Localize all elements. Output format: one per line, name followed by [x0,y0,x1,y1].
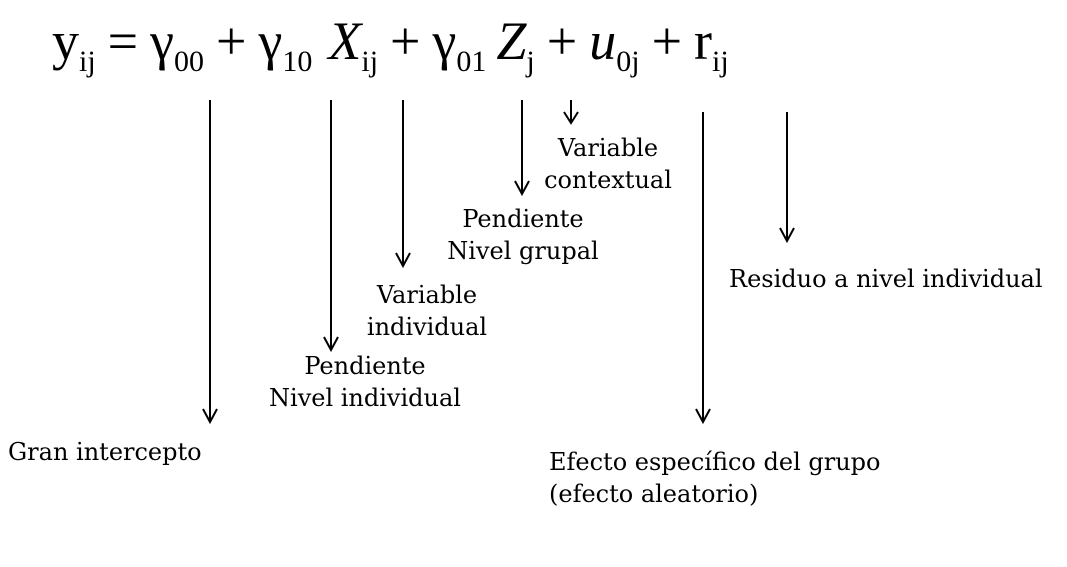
term-x-base: X [328,11,362,71]
term-gamma10-subscript: 10 [282,45,313,78]
label-residuo: Residuo a nivel individual [729,263,1043,295]
term-x-subscript: ij [361,45,379,78]
label-efecto-grupo: Efecto específico del grupo (efecto alea… [549,446,880,510]
label-line: individual [366,313,488,341]
term-u-subscript: 0j [616,45,640,78]
term-r-base: r [694,11,713,71]
label-line: Efecto específico del grupo [549,448,881,476]
term-u: u0j [589,11,639,77]
arrow-residuo [779,112,795,244]
label-pendiente-grupal: Pendiente Nivel grupal [423,203,623,267]
arrow-efecto-grupo [695,112,711,425]
label-line: Nivel grupal [447,237,599,265]
label-line: Gran intercepto [8,438,202,466]
multilevel-equation: yij = γ00 + γ10 Xij + γ01 Zj + u0j + rij [52,11,729,77]
plus-sign: + [546,11,578,71]
label-line: (efecto aleatorio) [549,480,759,508]
term-gamma01-base: γ [432,11,457,71]
term-y: yij [52,11,96,77]
label-line: Pendiente [304,352,426,380]
plus-sign: + [651,11,683,71]
arrow-gran-intercepto [202,100,218,425]
label-gran-intercepto: Gran intercepto [8,436,202,468]
label-variable-contextual: Variable contextual [532,132,684,196]
term-gamma01-subscript: 01 [456,45,487,78]
arrow-variable-contextual [563,100,579,125]
term-y-subscript: ij [79,45,96,78]
term-gamma10-base: γ [258,11,283,71]
term-z: Zj [496,11,534,77]
arrow-variable-individual [395,100,411,269]
label-line: Variable [376,281,478,309]
term-z-subscript: j [526,45,535,78]
term-gamma00-subscript: 00 [174,45,205,78]
arrow-pendiente-individual [323,100,339,353]
plus-sign: + [390,11,421,71]
term-gamma10: γ10 [258,11,312,77]
term-u-base: u [589,11,617,71]
term-z-base: Z [496,11,527,71]
label-line: Residuo a nivel individual [729,265,1043,293]
term-gamma00: γ00 [150,11,204,77]
term-r: rij [694,11,729,77]
label-line: contextual [544,166,672,194]
label-line: Variable [557,134,659,162]
plus-sign: + [216,11,247,71]
arrow-pendiente-grupal [514,100,530,197]
label-variable-individual: Variable individual [347,279,507,343]
term-y-base: y [52,11,79,71]
label-pendiente-individual: Pendiente Nivel individual [240,350,490,414]
label-line: Nivel individual [269,384,461,412]
term-gamma01: γ01 [432,11,487,77]
term-x: Xij [328,11,378,77]
term-r-subscript: ij [712,45,729,78]
term-gamma00-base: γ [150,11,175,71]
equals-sign: = [107,11,139,71]
label-line: Pendiente [462,205,584,233]
